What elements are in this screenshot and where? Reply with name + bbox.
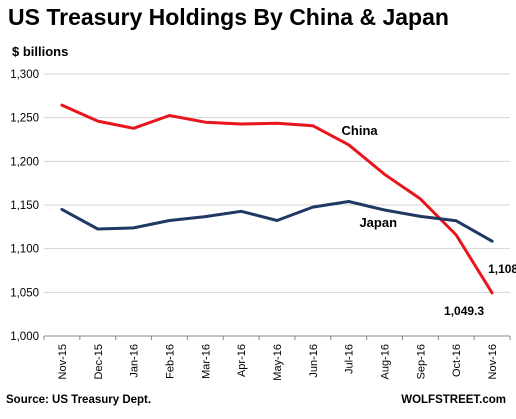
x-tick-label: May-16 [272, 344, 284, 381]
series-label-china: China [342, 123, 379, 138]
y-tick-label: 1,150 [10, 200, 39, 212]
series-line-china [60, 103, 494, 295]
x-tick-label: Nov-16 [487, 344, 499, 379]
y-tick-label: 1,000 [10, 331, 39, 343]
series-lines [60, 103, 494, 295]
x-tick-label: Sep-16 [415, 344, 427, 379]
x-tick-label: Feb-16 [164, 344, 176, 379]
x-tick-label: Jul-16 [344, 344, 356, 374]
data-label-china-last: 1,049.3 [444, 304, 484, 318]
series-line-japan [60, 200, 494, 243]
source-note: Source: US Treasury Dept. [6, 394, 152, 406]
y-tick-label: 1,050 [10, 287, 39, 299]
y-tick-label: 1,250 [10, 113, 39, 125]
series-label-japan: Japan [359, 215, 397, 230]
brand-mark: WOLFSTREET.com [401, 394, 506, 406]
chart-title: US Treasury Holdings By China & Japan [8, 4, 449, 30]
x-tick-label: Nov-15 [57, 344, 69, 379]
y-axis-ticks: 1,000 1,050 1,100 1,150 1,200 1,250 1,300 [10, 69, 39, 343]
x-tick-label: Oct-16 [451, 344, 463, 377]
gridlines [44, 73, 510, 337]
x-tick-label: Dec-15 [93, 344, 105, 379]
y-tick-label: 1,200 [10, 156, 39, 168]
y-tick-label: 1,100 [10, 244, 39, 256]
y-unit-label: $ billions [12, 44, 69, 59]
x-tick-label: Apr-16 [236, 344, 248, 377]
data-label-japan-last: 1,108.6 [488, 262, 516, 276]
x-tick-label: Jan-16 [129, 344, 141, 378]
x-tick-label: Aug-16 [380, 344, 392, 379]
x-tick-label: Jun-16 [308, 344, 320, 378]
x-axis-ticks: Nov-15 Dec-15 Jan-16 Feb-16 Mar-16 Apr-16 May-… [43, 336, 511, 381]
x-tick-label: Mar-16 [200, 344, 212, 379]
y-tick-label: 1,300 [10, 69, 39, 81]
